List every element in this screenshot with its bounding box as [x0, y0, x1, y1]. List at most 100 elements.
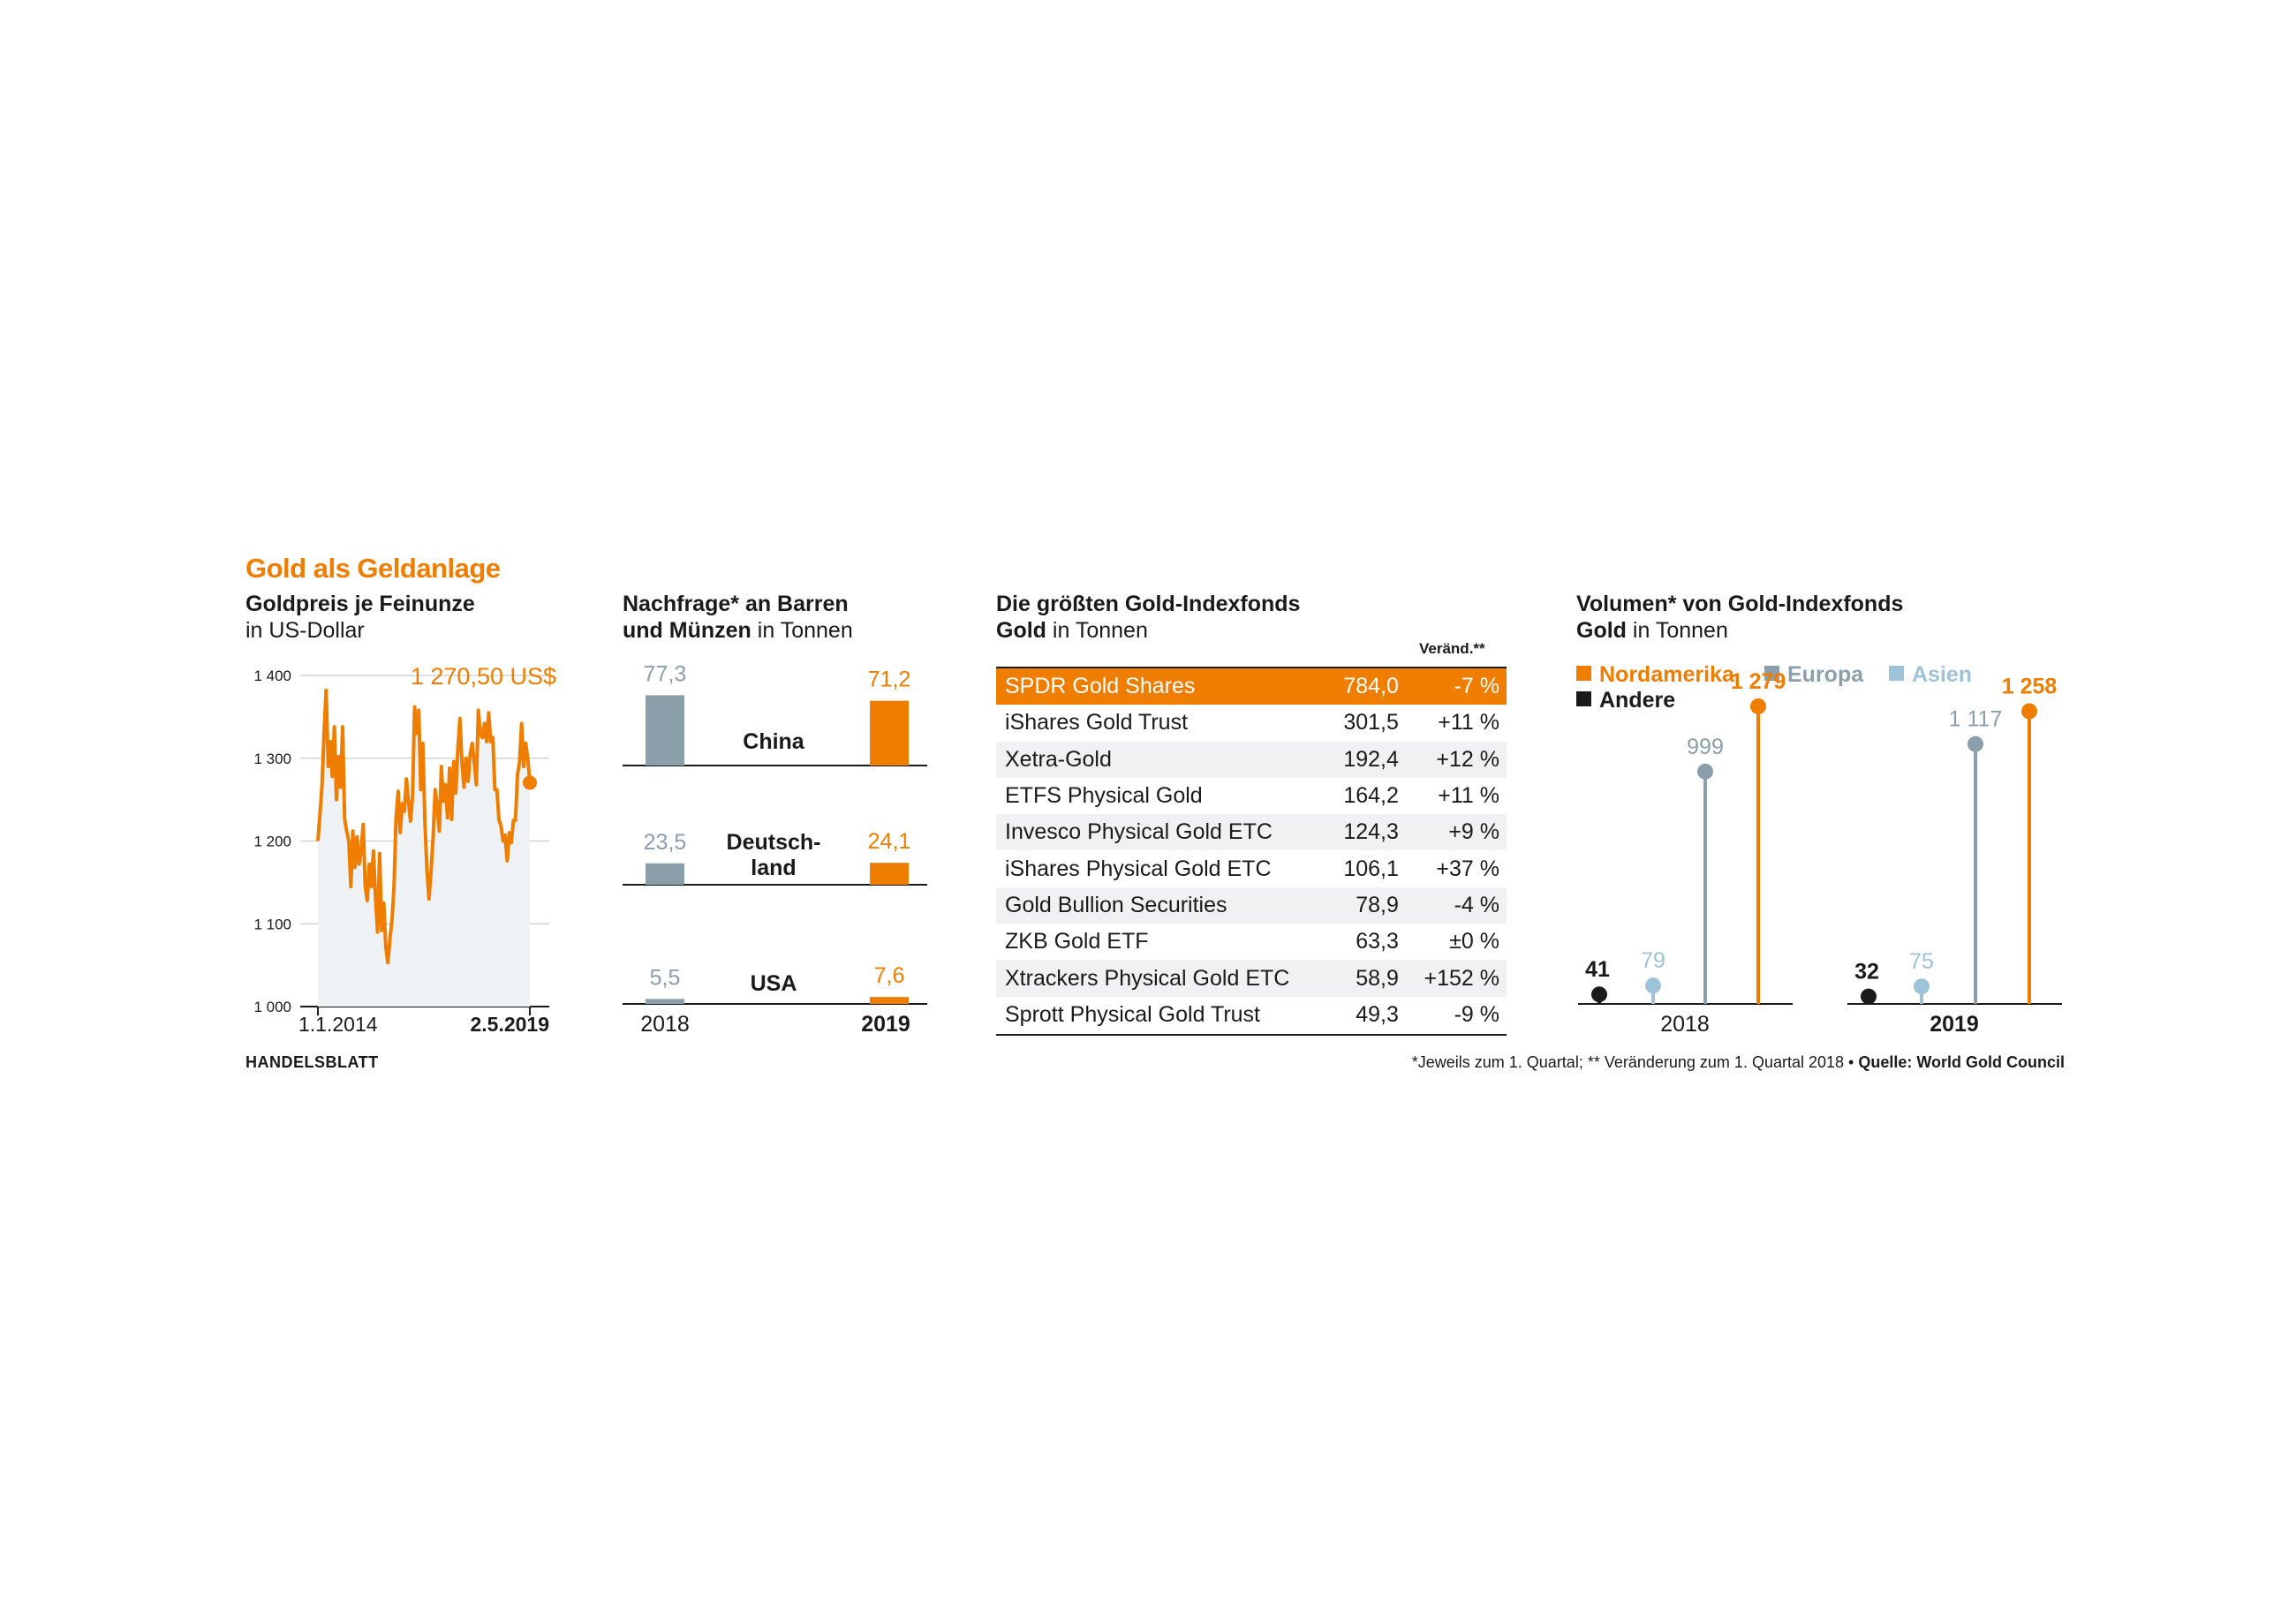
y-tick-label: 1 400 [253, 668, 291, 684]
bar-value-label-2019: 71,2 [868, 668, 911, 692]
fund-value-cell: 106,1 [1343, 856, 1399, 881]
fund-value-cell: 192,4 [1327, 741, 1406, 778]
fund-table-body: SPDR Gold Shares 784,0 -7 % iShares Gold Tr… [996, 668, 1507, 1033]
table-row: SPDR Gold Shares 784,0 -7 % [996, 668, 1507, 705]
fund-name-cell: Xetra-Gold [996, 741, 1328, 778]
table-bottom-rule [996, 1034, 1507, 1036]
bar-2018 [646, 695, 684, 766]
legend-square-icon [1576, 666, 1591, 681]
gold-price-line [316, 688, 532, 965]
bar-value-label-2018: 5,5 [650, 965, 681, 990]
legend-square-icon [1889, 666, 1904, 681]
fund-name-cell: Invesco Physical Gold ETC [996, 814, 1328, 851]
category-label: land [751, 856, 796, 880]
table-row: iShares Physical Gold ETC 106,1 +37 % [996, 850, 1507, 886]
bar-chart-subtitle: und Münzen in Tonnen [623, 618, 853, 644]
y-tick-label: 1 200 [253, 834, 291, 850]
fund-change-cell: -4 % [1405, 886, 1507, 924]
brand-label: HANDELSBLATT [245, 1053, 379, 1071]
category-year-label: 2018 [1660, 1012, 1710, 1037]
lollipop-value-label: 1 279 [1731, 669, 1786, 694]
source-note: *Jeweils zum 1. Quartal; ** Veränderung … [1412, 1053, 2065, 1072]
lollipop-value-label: 79 [1641, 948, 1665, 973]
fund-value-cell: 63,3 [1356, 929, 1399, 954]
table-row: Gold Bullion Securities 78,9 -4 % [996, 886, 1507, 924]
fund-value-cell: 301,5 [1343, 710, 1399, 736]
category-label: China [743, 729, 805, 754]
legend-label: Andere [1599, 688, 1676, 713]
x-tick-label-start: 1.1.2014 [298, 1013, 378, 1036]
y-tick-label: 1 300 [253, 751, 291, 767]
fund-value-cell: 58,9 [1327, 960, 1406, 997]
lollipop-value-label: 1 258 [2002, 675, 2058, 699]
fund-name-cell: iShares Physical Gold ETC [1005, 856, 1272, 881]
change-column-header: Veränd.** [1419, 640, 1485, 657]
fund-change-cell: +152 % [1405, 960, 1507, 997]
lollipop-dot [1750, 698, 1766, 714]
bar-chart-subtitle-bold: und Münzen [623, 618, 751, 643]
table-subtitle-bold: Gold [996, 618, 1046, 643]
fund-name-cell: Sprott Physical Gold Trust [1005, 1001, 1261, 1027]
legend-europa: Europa [1764, 662, 1863, 688]
fund-change-cell: +11 % [1438, 783, 1499, 809]
fund-change-cell: +11 % [1438, 710, 1499, 736]
fund-change-cell: +37 % [1436, 856, 1499, 881]
x-tick-label-end: 2.5.2019 [470, 1013, 549, 1036]
lollipop-value-label: 1 117 [1949, 707, 2003, 732]
fund-name-cell: Xtrackers Physical Gold ETC [996, 960, 1328, 997]
legend-label: Asien [1912, 662, 1973, 687]
table-subtitle: Gold in Tonnen [996, 618, 1148, 644]
fund-value-cell: 78,9 [1327, 886, 1406, 924]
table-row: Xtrackers Physical Gold ETC 58,9 +152 % [996, 960, 1507, 997]
legend-andere: Andere [1576, 688, 1675, 713]
lollipop-chart-subtitle: Gold in Tonnen [1576, 618, 1728, 644]
line-chart-title: Goldpreis je Feinunze [245, 592, 475, 616]
legend-label: Nordamerika [1599, 662, 1734, 687]
legend-asien: Asien [1889, 662, 1972, 688]
fund-value-cell: 124,3 [1327, 814, 1406, 851]
legend-nordamerika: Nordamerika [1576, 662, 1734, 688]
table-row: ZKB Gold ETF 63,3 ±0 % [996, 924, 1507, 960]
fund-value-cell: 49,3 [1356, 1001, 1399, 1027]
fund-change-cell: +12 % [1405, 741, 1507, 778]
lollipop-dot [1967, 736, 1983, 752]
lollipop-subtitle-unit: in Tonnen [1626, 618, 1728, 643]
bar-value-label-2019: 7,6 [874, 963, 905, 988]
lollipop-dot [1697, 763, 1713, 780]
lollipop-dot [2021, 703, 2037, 720]
bar-value-label-2018: 77,3 [644, 661, 687, 686]
fund-value-cell: 164,2 [1343, 783, 1399, 809]
category-year-label: 2019 [1930, 1012, 1979, 1037]
fund-change-cell: +9 % [1405, 814, 1507, 851]
end-point-dot [523, 775, 537, 790]
table-row: ETFS Physical Gold 164,2 +11 % [996, 778, 1507, 814]
x-label-2019: 2019 [861, 1012, 910, 1037]
lollipop-value-label: 75 [1909, 949, 1934, 974]
legend-label: Europa [1787, 662, 1864, 687]
table-title: Die größten Gold-Indexfonds [996, 592, 1301, 616]
y-tick-label: 1 000 [253, 999, 291, 1015]
legend-square-icon [1576, 691, 1591, 706]
fund-name-cell: iShares Gold Trust [1005, 710, 1189, 736]
table-row: Invesco Physical Gold ETC 124,3 +9 % [996, 814, 1507, 851]
line-chart-subtitle: in US-Dollar [245, 618, 365, 643]
lollipop-dot [1861, 988, 1877, 1005]
bar-chart-title: Nachfrage* an Barren [623, 592, 849, 616]
fund-change-cell: -9 % [1454, 1001, 1499, 1027]
price-annotation: 1 270,50 US$ [411, 663, 556, 690]
bar-2018 [646, 863, 684, 885]
source-text: Quelle: World Gold Council [1858, 1053, 2065, 1071]
category-label: USA [751, 971, 797, 996]
fund-name-cell: ETFS Physical Gold [1005, 783, 1203, 809]
lollipop-subtitle-bold: Gold [1576, 618, 1627, 643]
table-row: Xetra-Gold 192,4 +12 % [996, 741, 1507, 778]
category-label: Deutsch- [727, 830, 821, 855]
bar-chart-subtitle-unit: in Tonnen [751, 618, 853, 643]
lollipop-chart-title: Volumen* von Gold-Indexfonds [1576, 592, 1904, 616]
x-label-2018: 2018 [640, 1012, 690, 1037]
fund-change-cell: -7 % [1405, 668, 1507, 705]
fund-table: SPDR Gold Shares 784,0 -7 % iShares Gold Tr… [996, 668, 1507, 1033]
legend-square-icon [1764, 666, 1779, 681]
bar-2018 [646, 999, 684, 1004]
